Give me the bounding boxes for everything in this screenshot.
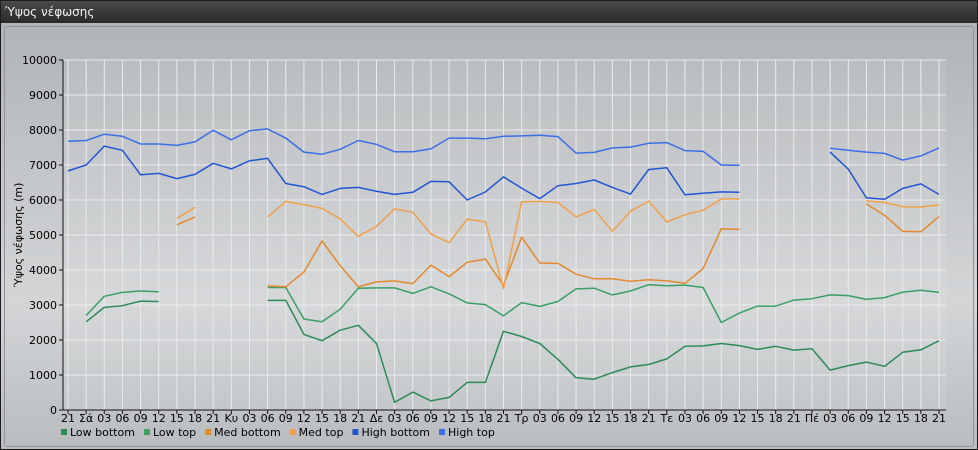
series-line-med-top [176,198,940,290]
x-tick-label: Κυ [225,412,239,425]
y-tick-label: 1000 [29,369,57,382]
x-tick-label: 09 [424,412,438,425]
legend-swatch-med-top [289,429,296,435]
x-tick-label: 15 [605,412,619,425]
x-tick-label: 12 [878,412,892,425]
x-tick-label: 21 [497,412,511,425]
x-tick-label: 06 [115,412,129,425]
x-tick-label: 06 [261,412,275,425]
legend-swatch-med-bottom [205,429,212,435]
legend-label-high-top: High top [448,426,495,439]
x-tick-label: 03 [388,412,402,425]
x-tick-label: 15 [315,412,329,425]
x-tick-label: 12 [587,412,601,425]
legend-swatch-high-top [439,429,445,435]
legend-swatch-high-bottom [352,429,359,435]
x-tick-label: 18 [478,412,492,425]
x-tick-label: 21 [351,412,365,425]
x-tick-label: Σά [79,412,93,425]
y-tick-label: 8000 [29,124,57,137]
window-title: Ύψος νέφωσης [5,5,95,19]
series-line-low-bottom [85,299,940,404]
y-tick-label: 9000 [29,89,57,102]
x-tick-label: 21 [206,412,220,425]
x-tick-label: 03 [533,412,547,425]
x-tick-label: 06 [841,412,855,425]
series-line-high-top [67,128,940,167]
x-tick-label: 03 [242,412,256,425]
legend: Low bottom Low top Med bottom Med top High b… [61,426,495,439]
legend-label-high-bottom: High bottom [361,426,430,439]
legend-swatch-low-top [143,429,150,435]
y-tick-label: 0 [50,404,57,417]
x-tick-label: 12 [732,412,746,425]
legend-label-low-bottom: Low bottom [70,426,135,439]
x-tick-labels: 21 Σά 03 06 09 12 15 18 21 Κυ 03 06 09 12 15 18 21 Δε 03 06… [61,410,946,425]
y-tick-label: 2000 [29,334,57,347]
y-tick-label: 5000 [29,229,57,242]
x-tick-label: Πέ [805,412,819,425]
legend-label-med-bottom: Med bottom [214,426,281,439]
x-tick-label: 21 [932,412,946,425]
x-tick-label: Τε [659,412,673,425]
x-tick-label: 15 [460,412,474,425]
x-tick-label: 18 [769,412,783,425]
x-tick-label: 21 [61,412,75,425]
x-tick-label: 15 [170,412,184,425]
title-bar: Ύψος νέφωσης [1,1,977,23]
x-tick-label: 12 [297,412,311,425]
x-tick-label: 09 [134,412,148,425]
x-tick-label: 12 [442,412,456,425]
y-tick-label: 3000 [29,299,57,312]
y-tick-label: 4000 [29,264,57,277]
x-tick-label: 06 [696,412,710,425]
x-tick-label: 09 [714,412,728,425]
x-tick-label: 18 [624,412,638,425]
series-lines [67,128,940,404]
chart-frame [4,26,974,447]
x-tick-label: 03 [823,412,837,425]
legend-swatch-low-bottom [61,429,67,435]
x-tick-label: 21 [642,412,656,425]
x-tick-label: 06 [406,412,420,425]
x-tick-label: 09 [859,412,873,425]
legend-label-med-top: Med top [299,426,344,439]
y-tick-label: 7000 [29,159,57,172]
x-tick-label: 18 [188,412,202,425]
x-tick-label: 03 [97,412,111,425]
y-tick-label: 6000 [29,194,57,207]
x-tick-label: 03 [678,412,692,425]
x-tick-label: 18 [333,412,347,425]
x-tick-label: Δε [370,412,384,425]
x-tick-label: 09 [279,412,293,425]
y-axis-label: Ύψος νέφωσης (m) [12,183,25,289]
y-tick-label: 10000 [22,54,57,67]
series-line-low-top [85,283,940,324]
x-tick-label: 15 [751,412,765,425]
x-tick-label: 09 [569,412,583,425]
x-tick-label: 15 [896,412,910,425]
x-tick-label: 06 [551,412,565,425]
x-tick-label: 12 [152,412,166,425]
legend-label-low-top: Low top [153,426,196,439]
x-tick-label: 21 [787,412,801,425]
x-tick-label: Τρ [514,412,529,425]
y-tick-labels: 0 1000 2000 3000 4000 5000 6000 7000 8000 9000 100… [22,54,63,417]
x-tick-label: 18 [914,412,928,425]
series-line-high-bottom [67,145,940,201]
